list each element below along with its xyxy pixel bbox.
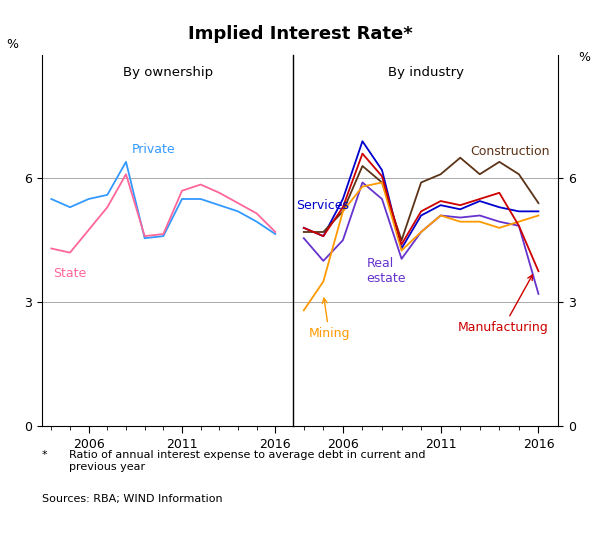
Text: *: * [42, 450, 47, 460]
Text: Services: Services [296, 199, 349, 212]
Text: Implied Interest Rate*: Implied Interest Rate* [188, 25, 412, 43]
Text: State: State [53, 267, 86, 280]
Text: Sources: RBA; WIND Information: Sources: RBA; WIND Information [42, 494, 223, 504]
Text: By ownership: By ownership [123, 66, 213, 79]
Y-axis label: %: % [578, 51, 590, 64]
Y-axis label: %: % [6, 38, 18, 51]
Text: Mining: Mining [308, 298, 350, 340]
Text: By industry: By industry [388, 66, 464, 79]
Text: Ratio of annual interest expense to average debt in current and
previous year: Ratio of annual interest expense to aver… [69, 450, 425, 472]
Text: Real
estate: Real estate [367, 257, 406, 285]
Text: Construction: Construction [470, 145, 550, 158]
Text: Private: Private [131, 143, 175, 156]
Text: Manufacturing: Manufacturing [458, 275, 548, 334]
